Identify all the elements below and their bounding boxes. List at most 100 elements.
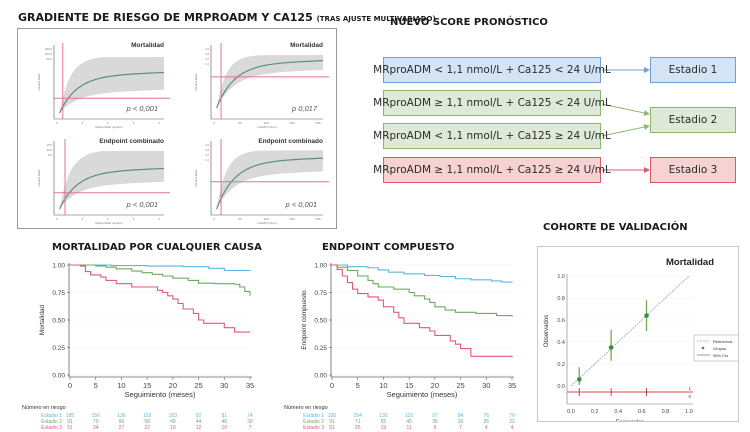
x-tick-label: 200 [315, 121, 320, 125]
y-tick-label: 0.25 [52, 345, 65, 352]
risk-group-label: Estadio 2 [41, 419, 62, 425]
x-tick-label: 0.0 [567, 409, 575, 415]
risk-group-label: Estadio 2 [303, 419, 324, 425]
confidence-band [216, 150, 323, 210]
gradient-plot-4: Endpoint combinado p < 0,001 4.03.02.01.0 0… [194, 138, 329, 225]
risk-count: 136 [117, 413, 126, 419]
risk-count: 58 [144, 419, 150, 425]
km-curve-estadio-1 [332, 264, 513, 283]
risk-count: 91 [67, 419, 73, 425]
km-curve-estadio-2 [332, 264, 513, 317]
risk-count: 71 [355, 419, 361, 425]
x-tick-label: 25 [194, 381, 202, 390]
y-tick-label: 1.0 [205, 158, 209, 162]
rug-label-top: 1 [688, 386, 691, 391]
group-point [644, 313, 649, 318]
stage-box-3: Estadio 3 [650, 157, 736, 183]
x-axis-label: Seguimiento (meses) [387, 390, 458, 399]
hazard-curve [58, 71, 165, 114]
risk-count: 103 [169, 413, 178, 419]
y-tick-label: 50.0 [47, 57, 53, 61]
x-tick-label: 5 [94, 381, 98, 390]
risk-count: 195 [66, 413, 75, 419]
y-tick-label: 0.4 [557, 340, 565, 346]
risk-count: 118 [143, 413, 151, 419]
risk-count: 130 [379, 413, 388, 419]
y-tick-label: 1.00 [52, 263, 65, 270]
risk-count: 26 [355, 425, 361, 431]
p-value: p < 0,001 [285, 200, 318, 209]
y-tick-label: 0.8 [557, 296, 565, 302]
x-tick-label: 150 [289, 217, 294, 221]
y-tick-label: 2.0 [205, 153, 209, 157]
y-tick-label: 10.0 [47, 148, 53, 152]
x-tick-label: 2 [107, 217, 109, 221]
y-tick-label: 5.0 [48, 153, 52, 157]
reference-line [570, 275, 690, 387]
condition-box-4: MRproADM ≥ 1,1 nmol/L + Ca125 ≥ 24 U/mL [373, 157, 611, 183]
y-axis-label: Mortalidad [39, 304, 46, 335]
risk-count: 81 [222, 413, 228, 419]
x-tick-label: 0.8 [662, 409, 670, 415]
x-tick-label: 0 [213, 121, 215, 125]
risk-count: 4 [485, 425, 488, 431]
risk-count: 19 [170, 425, 176, 431]
x-tick-label: 0.6 [638, 409, 646, 415]
gradient-panel-frame: Mortalidad p < 0,001 150.0 100.0 50.0 0 1 2 3 4 MR… [17, 28, 337, 229]
y-tick-label: 0.75 [314, 290, 327, 297]
risk-count: 36 [432, 419, 438, 425]
risk-count: 34 [93, 425, 99, 431]
x-tick-label: 100 [263, 217, 268, 221]
risk-count: 79 [93, 419, 99, 425]
risk-count: 4 [511, 425, 514, 431]
x-tick-label: 1 [82, 121, 84, 125]
panel-title: Mortalidad [131, 42, 164, 49]
risk-count: 45 [406, 419, 412, 425]
risk-count: 19 [381, 425, 387, 431]
legend-groups-label: Grupos [713, 346, 726, 351]
risk-count: 27 [119, 425, 125, 431]
y-axis-label: Hazard Ratio [37, 73, 41, 91]
risk-count: 195 [328, 413, 337, 419]
gradient-subtitle: (TRAS AJUSTE MULTIVARIADO) [316, 15, 436, 23]
risk-count: 66 [119, 419, 125, 425]
legend-ci-label: 95% CIs [713, 353, 728, 358]
group-point [608, 345, 614, 350]
y-axis-label: Hazard Ratio [37, 169, 41, 187]
y-tick-label: 150.0 [45, 47, 52, 51]
x-tick-label: 15 [143, 381, 151, 390]
calibration-legend: Referencia Grupos 95% CIs [693, 334, 741, 362]
risk-count: 22 [144, 425, 150, 431]
x-tick-label: 4 [158, 217, 160, 221]
risk-count: 70 [509, 413, 515, 419]
x-tick-label: 15 [405, 381, 413, 390]
x-tick-label: 150 [289, 121, 294, 125]
gradient-title-text: GRADIENTE DE RIESGO DE MRPROADM Y CA125 [18, 11, 313, 24]
y-tick-label: 1.0 [205, 62, 209, 66]
risk-group-label: Estadio 1 [41, 413, 62, 419]
y-tick-label: 4.0 [205, 47, 209, 51]
x-tick-label: 200 [315, 217, 320, 221]
risk-count: 97 [432, 413, 438, 419]
x-tick-label: 20 [169, 381, 177, 390]
validation-title: COHORTE DE VALIDACIÓN [543, 222, 688, 233]
p-value: p < 0,001 [126, 104, 159, 113]
y-tick-label: 0.0 [557, 384, 565, 390]
risk-count: 51 [329, 425, 335, 431]
risk-count: 22 [509, 419, 515, 425]
x-tick-label: 30 [482, 381, 490, 390]
y-tick-label: 4.0 [205, 143, 209, 147]
x-tick-label: 0 [68, 381, 72, 390]
x-axis-label: Esperados [616, 420, 645, 421]
condition-box-3: MRproADM < 1,1 nmol/L + Ca125 ≥ 24 U/mL [373, 123, 611, 149]
x-tick-label: 0.2 [591, 409, 599, 415]
group-point [576, 377, 582, 382]
legend-reference-label: Referencia [713, 339, 733, 344]
x-tick-label: 4 [158, 121, 160, 125]
risk-count: 110 [405, 413, 413, 419]
y-tick-label: 0.25 [314, 345, 327, 352]
legend-groups-swatch [701, 346, 705, 350]
y-tick-label: 0.00 [52, 373, 65, 380]
